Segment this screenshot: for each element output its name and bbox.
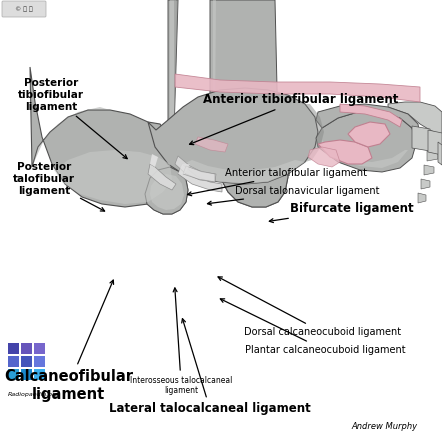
Polygon shape	[427, 151, 438, 161]
Polygon shape	[150, 174, 184, 210]
Bar	[34, 356, 45, 367]
Bar	[8, 369, 19, 380]
Polygon shape	[412, 126, 430, 151]
Polygon shape	[155, 0, 176, 209]
Text: Posterior
tibiofibular
ligament: Posterior tibiofibular ligament	[18, 78, 127, 159]
Polygon shape	[316, 112, 416, 172]
Polygon shape	[210, 0, 288, 207]
Polygon shape	[316, 104, 420, 144]
Bar	[21, 356, 32, 367]
Polygon shape	[418, 193, 426, 203]
Text: Dorsal talonavicular ligament: Dorsal talonavicular ligament	[207, 186, 379, 205]
Polygon shape	[175, 156, 216, 182]
Bar	[21, 369, 32, 380]
Text: Anterior talofibular ligament: Anterior talofibular ligament	[187, 168, 367, 196]
Text: Plantar calcaneocuboid ligament: Plantar calcaneocuboid ligament	[220, 299, 405, 355]
Text: Bifurcate ligament: Bifurcate ligament	[269, 202, 413, 223]
Polygon shape	[148, 164, 176, 190]
Polygon shape	[348, 122, 390, 147]
Polygon shape	[50, 150, 172, 204]
Polygon shape	[388, 102, 442, 134]
Bar	[34, 369, 45, 380]
Bar	[21, 343, 32, 354]
Bar	[34, 343, 45, 354]
Text: Lateral talocalcaneal ligament: Lateral talocalcaneal ligament	[109, 319, 311, 415]
Polygon shape	[174, 0, 188, 210]
Text: Radiopaedia.org: Radiopaedia.org	[8, 392, 60, 397]
Text: Anterior tibiofibular ligament: Anterior tibiofibular ligament	[190, 93, 398, 145]
Polygon shape	[30, 67, 178, 207]
Text: Interosseous talocalcaneal
ligament: Interosseous talocalcaneal ligament	[130, 288, 232, 395]
Polygon shape	[195, 137, 228, 152]
FancyBboxPatch shape	[2, 1, 46, 17]
Polygon shape	[178, 164, 222, 192]
Polygon shape	[183, 160, 305, 184]
Polygon shape	[178, 164, 190, 174]
Polygon shape	[308, 147, 340, 167]
Polygon shape	[183, 166, 215, 182]
Polygon shape	[340, 104, 402, 127]
Polygon shape	[150, 154, 158, 167]
Text: Posterior
talofibular
ligament: Posterior talofibular ligament	[13, 162, 105, 211]
Polygon shape	[318, 140, 372, 164]
Polygon shape	[175, 74, 420, 102]
Polygon shape	[424, 165, 434, 175]
Polygon shape	[322, 140, 408, 168]
Polygon shape	[148, 88, 318, 184]
Text: Dorsal calcaneocuboid ligament: Dorsal calcaneocuboid ligament	[218, 277, 401, 337]
Bar	[8, 356, 19, 367]
Polygon shape	[305, 104, 324, 162]
Polygon shape	[32, 107, 110, 167]
Polygon shape	[145, 167, 188, 214]
Polygon shape	[213, 0, 266, 204]
Text: Andrew Murphy: Andrew Murphy	[351, 422, 418, 431]
Polygon shape	[428, 130, 442, 155]
Polygon shape	[210, 90, 288, 207]
Bar	[8, 343, 19, 354]
Polygon shape	[421, 179, 430, 189]
Polygon shape	[430, 137, 442, 147]
Text: © ⓒ ⓒ: © ⓒ ⓒ	[15, 6, 33, 12]
Text: Calcaneofibular
ligament: Calcaneofibular ligament	[4, 280, 133, 402]
Polygon shape	[438, 142, 442, 165]
Polygon shape	[145, 0, 188, 214]
